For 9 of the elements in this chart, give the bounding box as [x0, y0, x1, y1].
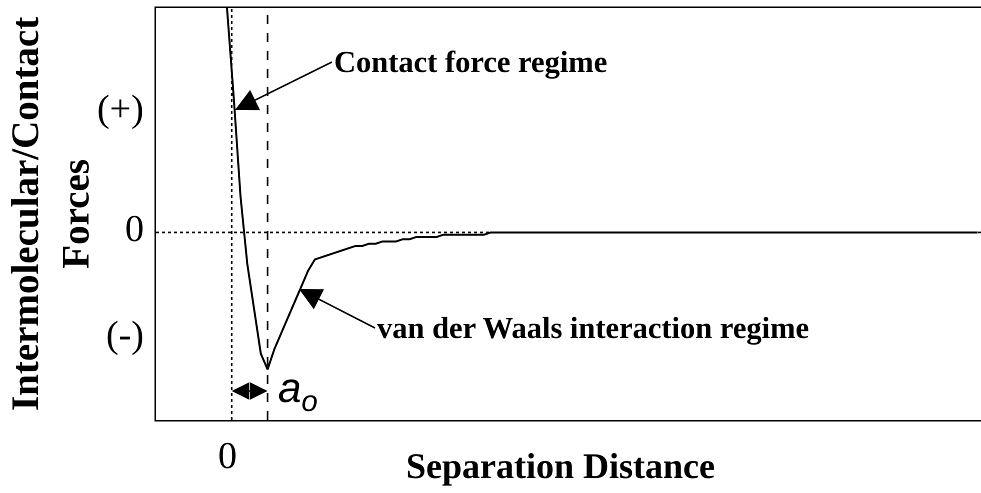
- text: (+): [97, 88, 144, 130]
- ref-line-label: 0: [125, 208, 144, 250]
- annotation: a$_{o}$: [278, 364, 318, 418]
- x-axis-title: Separation Distance: [406, 446, 716, 486]
- annotation: Contact force regime: [334, 45, 608, 79]
- text: 0: [218, 435, 237, 477]
- y-axis-title: Intermolecular/Contact Forces: [4, 16, 98, 411]
- annotation: van der Waals interaction regime: [377, 311, 810, 345]
- text: (-): [106, 314, 144, 356]
